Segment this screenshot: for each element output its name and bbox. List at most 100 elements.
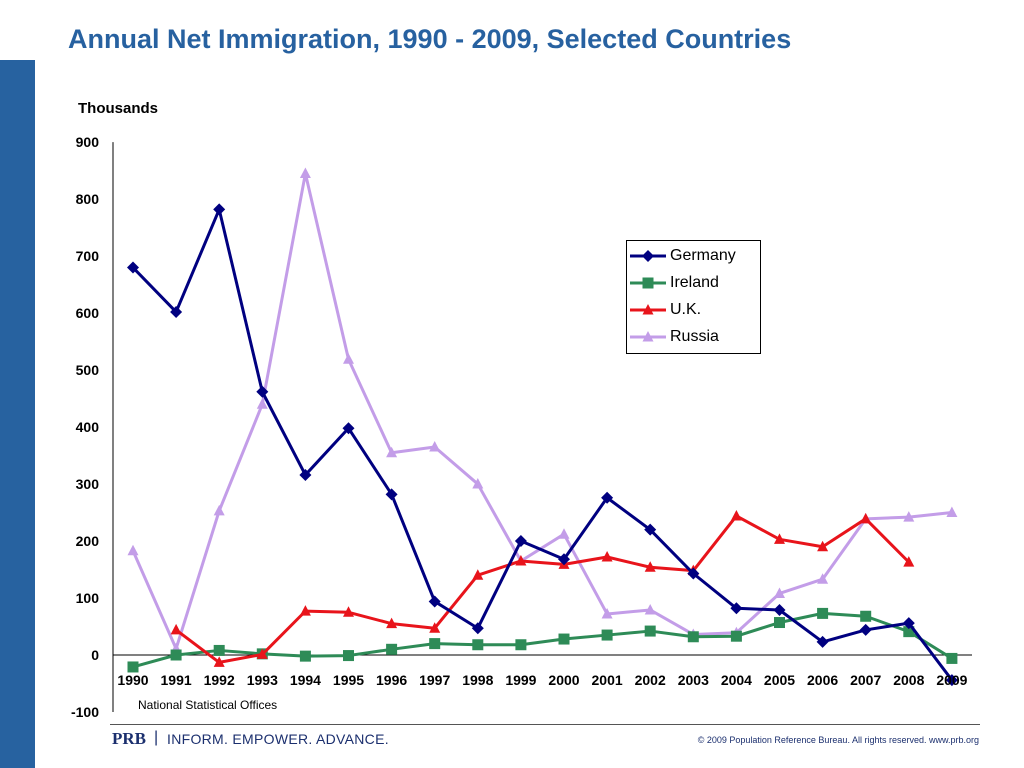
data-point-ireland [472,639,484,651]
data-point-ireland [774,617,785,629]
legend-item-russia: Russia [627,326,758,348]
x-tick-label: 1990 [117,672,148,688]
data-point-uk [903,556,915,567]
data-point-uk [343,606,354,617]
data-point-ireland [170,649,182,661]
series-germany [127,203,958,687]
y-tick-label: 100 [76,590,100,606]
series-line-ireland [132,611,953,669]
data-point-germany [127,261,139,274]
x-tick-label: 1997 [419,672,450,688]
data-point-germany [213,203,226,216]
data-point-germany [299,468,312,481]
y-tick-label: 700 [76,248,100,264]
y-tick-label: 200 [76,533,100,549]
legend-marker-germany [642,250,654,262]
x-tick-label: 1991 [161,672,192,688]
x-tick-label: 2000 [548,672,579,688]
data-point-germany [816,635,829,648]
x-tick-label: 2003 [678,672,709,688]
data-point-germany [170,305,183,318]
data-point-russia [256,398,268,409]
data-point-uk [515,554,527,566]
data-point-germany [256,385,269,398]
data-point-germany [644,523,657,536]
x-tick-label: 1996 [376,672,407,688]
data-point-russia [127,544,139,556]
data-point-germany [342,422,355,435]
data-point-uk [817,540,829,552]
y-tick-label: 800 [76,191,100,207]
series-line-russia [131,172,953,651]
chart-series [127,167,958,687]
data-point-germany [859,623,872,636]
legend-label-uk: U.K. [670,301,702,318]
data-point-uk [299,605,311,616]
series-ireland [127,607,958,673]
chart-legend: Germany Ireland U.K. Russia [626,240,761,354]
data-point-uk [860,512,872,524]
copyright-notice: © 2009 Population Reference Bureau. All … [697,735,979,745]
series-uk [170,509,915,667]
footer-tagline: INFORM. EMPOWER. ADVANCE. [167,731,389,747]
data-point-russia [946,506,958,518]
data-point-ireland [429,638,441,650]
legend-item-uk: U.K. [627,299,758,321]
data-point-germany [945,674,958,687]
x-tick-label: 2006 [807,672,838,688]
data-point-ireland [299,650,311,662]
series-line-germany [131,207,954,681]
x-tick-label: 1995 [333,672,364,688]
data-point-uk [429,622,441,633]
x-tick-label: 2009 [936,672,967,688]
x-tick-label: 2008 [893,672,924,688]
data-point-russia [644,603,656,615]
data-point-germany [902,617,915,630]
legend-marker-germany [630,250,666,262]
chart-axes [112,142,972,712]
legend-label-ireland: Ireland [670,274,719,291]
data-point-uk [256,648,268,659]
x-tick-label: 1998 [462,672,493,688]
data-point-germany [514,535,527,548]
x-tick-label: 1992 [204,672,235,688]
data-point-germany [428,595,441,608]
data-point-uk [644,561,656,572]
prb-logo: PRB [112,729,146,748]
source-note: National Statistical Offices [138,698,278,712]
data-point-germany [558,553,570,566]
data-point-germany [385,488,398,501]
legend-item-germany: Germany [627,245,758,267]
data-point-ireland [515,639,527,651]
legend-marker-russia [630,331,666,342]
data-point-ireland [213,644,225,656]
data-point-uk [472,569,484,580]
data-point-ireland [730,630,742,642]
y-tick-label: 500 [76,362,100,378]
legend-item-ireland: Ireland [627,272,758,294]
data-point-uk [601,550,613,562]
x-tick-label: 1999 [505,672,536,688]
legend-label-germany: Germany [670,247,736,264]
data-point-uk [386,617,398,629]
data-point-ireland [817,607,829,619]
data-point-uk [213,656,225,667]
data-point-ireland [127,661,139,673]
x-tick-label: 2007 [850,672,881,688]
y-axis-units-label: Thousands [78,100,159,117]
data-point-russia [386,446,398,458]
data-point-ireland [946,652,958,664]
data-point-ireland [558,633,570,645]
legend-label-russia: Russia [670,328,719,345]
data-point-germany [601,491,614,504]
data-point-russia [472,478,484,489]
footer-separator: | [154,729,159,746]
x-tick-label: 2005 [764,672,795,688]
y-tick-label: -100 [71,704,99,720]
data-point-ireland [386,643,398,655]
x-tick-labels: 1990 1991 1992 1993 1994 1995 1996 1997 1998 1999… [117,672,967,688]
data-point-germany [471,622,484,635]
data-point-ireland [903,626,915,638]
data-point-germany [773,603,786,616]
